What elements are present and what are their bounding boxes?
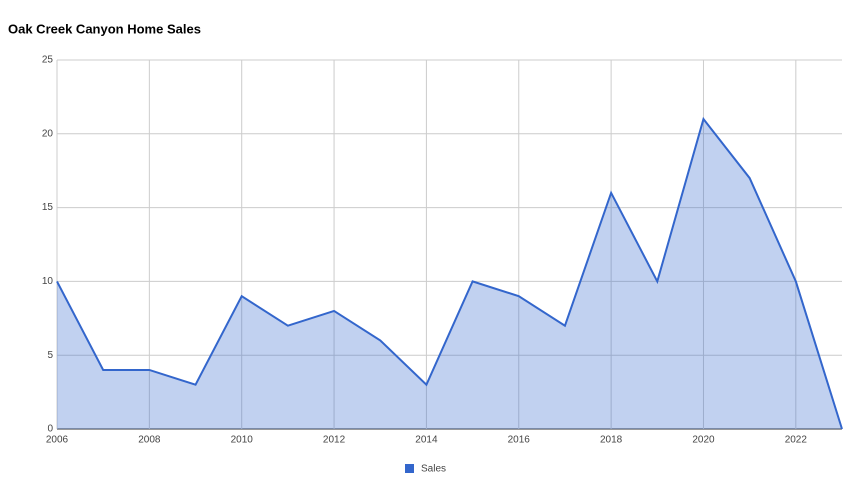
legend-swatch: [405, 464, 414, 473]
x-tick-label: 2020: [692, 435, 715, 446]
x-tick-label: 2016: [508, 435, 531, 446]
area-fill: [57, 119, 842, 429]
x-tick-label: 2012: [323, 435, 346, 446]
area-line: [56, 116, 843, 430]
y-tick-label: 15: [42, 202, 54, 213]
x-tick-label: 2018: [600, 435, 623, 446]
x-tick-label: 2014: [415, 435, 438, 446]
x-tick-label: 2022: [785, 435, 808, 446]
x-tick-label: 2008: [138, 435, 161, 446]
chart-title: Oak Creek Canyon Home Sales: [8, 21, 201, 36]
y-tick-label: 10: [42, 276, 54, 287]
x-tick-label: 2006: [46, 435, 69, 446]
y-tick-label: 20: [42, 128, 54, 139]
y-tick-label: 25: [42, 55, 54, 66]
y-tick-label: 0: [47, 424, 53, 435]
legend-label: Sales: [421, 464, 446, 475]
x-tick-label: 2010: [231, 435, 254, 446]
y-tick-label: 5: [47, 350, 53, 361]
